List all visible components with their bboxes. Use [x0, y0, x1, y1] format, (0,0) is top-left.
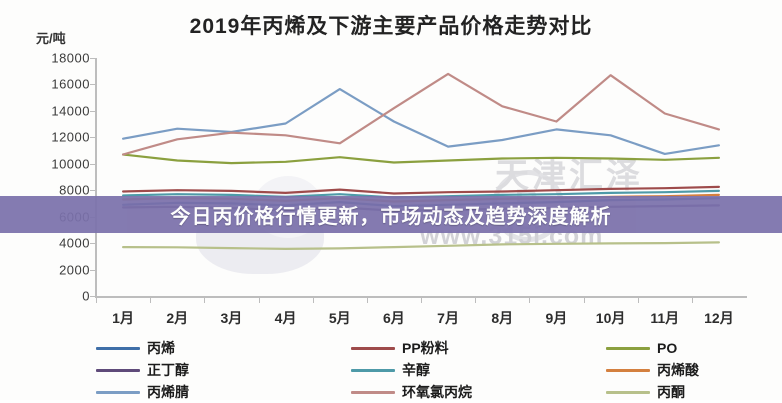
legend-item[interactable]: PP粉料 — [351, 338, 606, 358]
legend-color-swatch — [351, 368, 395, 372]
chart-legend: 丙烯 PP粉料 PO 正丁醇 辛醇 丙烯酸丙烯腈 环氧氯丙烷 丙酮 — [96, 337, 756, 403]
legend-item[interactable]: 环氧氯丙烷 — [351, 382, 606, 402]
legend-color-swatch — [96, 346, 140, 350]
legend-item[interactable]: 丙烯 — [96, 338, 351, 358]
legend-label: PP粉料 — [402, 340, 449, 356]
x-axis-tick-label: 9月 — [545, 310, 568, 326]
x-axis-tick-label: 8月 — [491, 310, 514, 326]
x-axis-tick-mark — [204, 296, 206, 303]
x-axis-tick-label: 2月 — [166, 310, 189, 326]
legend-color-swatch — [351, 346, 395, 350]
x-axis-tick-label: 5月 — [328, 310, 351, 326]
legend-color-swatch — [606, 346, 650, 350]
x-axis-tick-mark — [529, 296, 531, 303]
y-axis-tick-label: 0 — [82, 288, 90, 304]
series-line-2 — [122, 153, 720, 165]
x-axis-tick-mark — [96, 296, 97, 303]
legend-item[interactable]: PO — [606, 340, 756, 356]
legend-color-swatch — [351, 390, 395, 394]
overlay-banner-text: 今日丙价格行情更新，市场动态及趋势深度解析 — [170, 206, 612, 228]
y-axis-tick-label: 16000 — [51, 76, 90, 92]
y-axis-tick-label: 18000 — [51, 50, 90, 66]
x-axis-tick-label: 12月 — [704, 310, 734, 326]
y-axis-line — [95, 58, 97, 297]
y-axis-tick-mark — [90, 58, 96, 59]
x-axis-tick-mark — [312, 296, 314, 303]
legend-color-swatch — [606, 368, 650, 372]
y-axis-tick-mark — [90, 163, 96, 165]
legend-label: 环氧氯丙烷 — [402, 384, 472, 400]
x-axis-tick-mark — [366, 296, 368, 303]
plot-area: 1800016000140001200010000800060004000200… — [51, 51, 746, 327]
legend-color-swatch — [96, 390, 140, 394]
y-axis-tick-label: 14000 — [51, 103, 90, 119]
x-axis-tick-label: 7月 — [437, 310, 459, 326]
x-axis-tick-mark — [637, 296, 639, 303]
overlay-banner: 今日丙价格行情更新，市场动态及趋势深度解析 — [0, 196, 782, 233]
series-line-7 — [122, 72, 720, 156]
y-axis-tick-mark — [90, 296, 96, 297]
series-line-1 — [122, 185, 720, 195]
legend-item[interactable]: 丙烯腈 — [96, 382, 351, 402]
series-lines — [122, 72, 720, 250]
y-axis-tick-mark — [90, 243, 96, 245]
x-axis-tick-label: 10月 — [595, 310, 626, 326]
x-axis-tick-label: 1月 — [112, 310, 134, 326]
x-axis-tick-label: 3月 — [220, 310, 243, 326]
legend-label: 正丁醇 — [147, 362, 189, 378]
y-axis-tick-label: 2000 — [59, 262, 90, 278]
y-axis-tick-mark — [90, 137, 96, 139]
y-axis-tick-mark — [90, 190, 96, 192]
x-axis-tick-label: 6月 — [383, 310, 405, 326]
y-axis-tick-label: 4000 — [59, 235, 90, 251]
y-axis-tick-mark — [90, 84, 96, 86]
legend-item[interactable]: 丙烯酸 — [606, 360, 756, 380]
legend-label: 丙烯腈 — [147, 384, 189, 400]
x-axis-tick-label: 11月 — [650, 310, 680, 326]
legend-item[interactable]: 丙酮 — [606, 382, 756, 402]
y-axis-tick-label: 8000 — [59, 182, 90, 198]
x-axis-tick-mark — [150, 296, 152, 303]
y-axis-tick-mark — [90, 269, 96, 271]
x-axis-tick-mark — [258, 296, 260, 303]
legend-color-swatch — [96, 368, 140, 372]
legend-label: 辛醇 — [402, 362, 430, 378]
series-line-8 — [122, 241, 720, 250]
x-axis-tick-mark — [583, 296, 585, 303]
y-axis-tick-label: 10000 — [51, 156, 90, 172]
legend-item[interactable]: 辛醇 — [351, 360, 606, 380]
x-axis-tick-mark — [691, 296, 693, 303]
x-axis-tick-label: 4月 — [274, 310, 297, 326]
y-axis-unit-label: 元/吨 — [36, 31, 66, 46]
legend-color-swatch — [606, 390, 650, 394]
x-axis-tick-mark — [421, 296, 422, 303]
legend-item[interactable]: 正丁醇 — [96, 360, 351, 380]
y-axis-tick-label: 12000 — [51, 129, 90, 145]
series-line-6 — [122, 88, 720, 155]
legend-label: 丙烯 — [147, 340, 175, 356]
legend-label: 丙酮 — [657, 384, 685, 400]
legend-label: PO — [657, 340, 678, 356]
legend-label: 丙烯酸 — [657, 362, 699, 378]
y-axis-tick-mark — [90, 110, 96, 112]
x-axis-tick-mark — [475, 296, 477, 303]
chart-title: 2019年丙烯及下游主要产品价格走势对比 — [189, 15, 593, 38]
